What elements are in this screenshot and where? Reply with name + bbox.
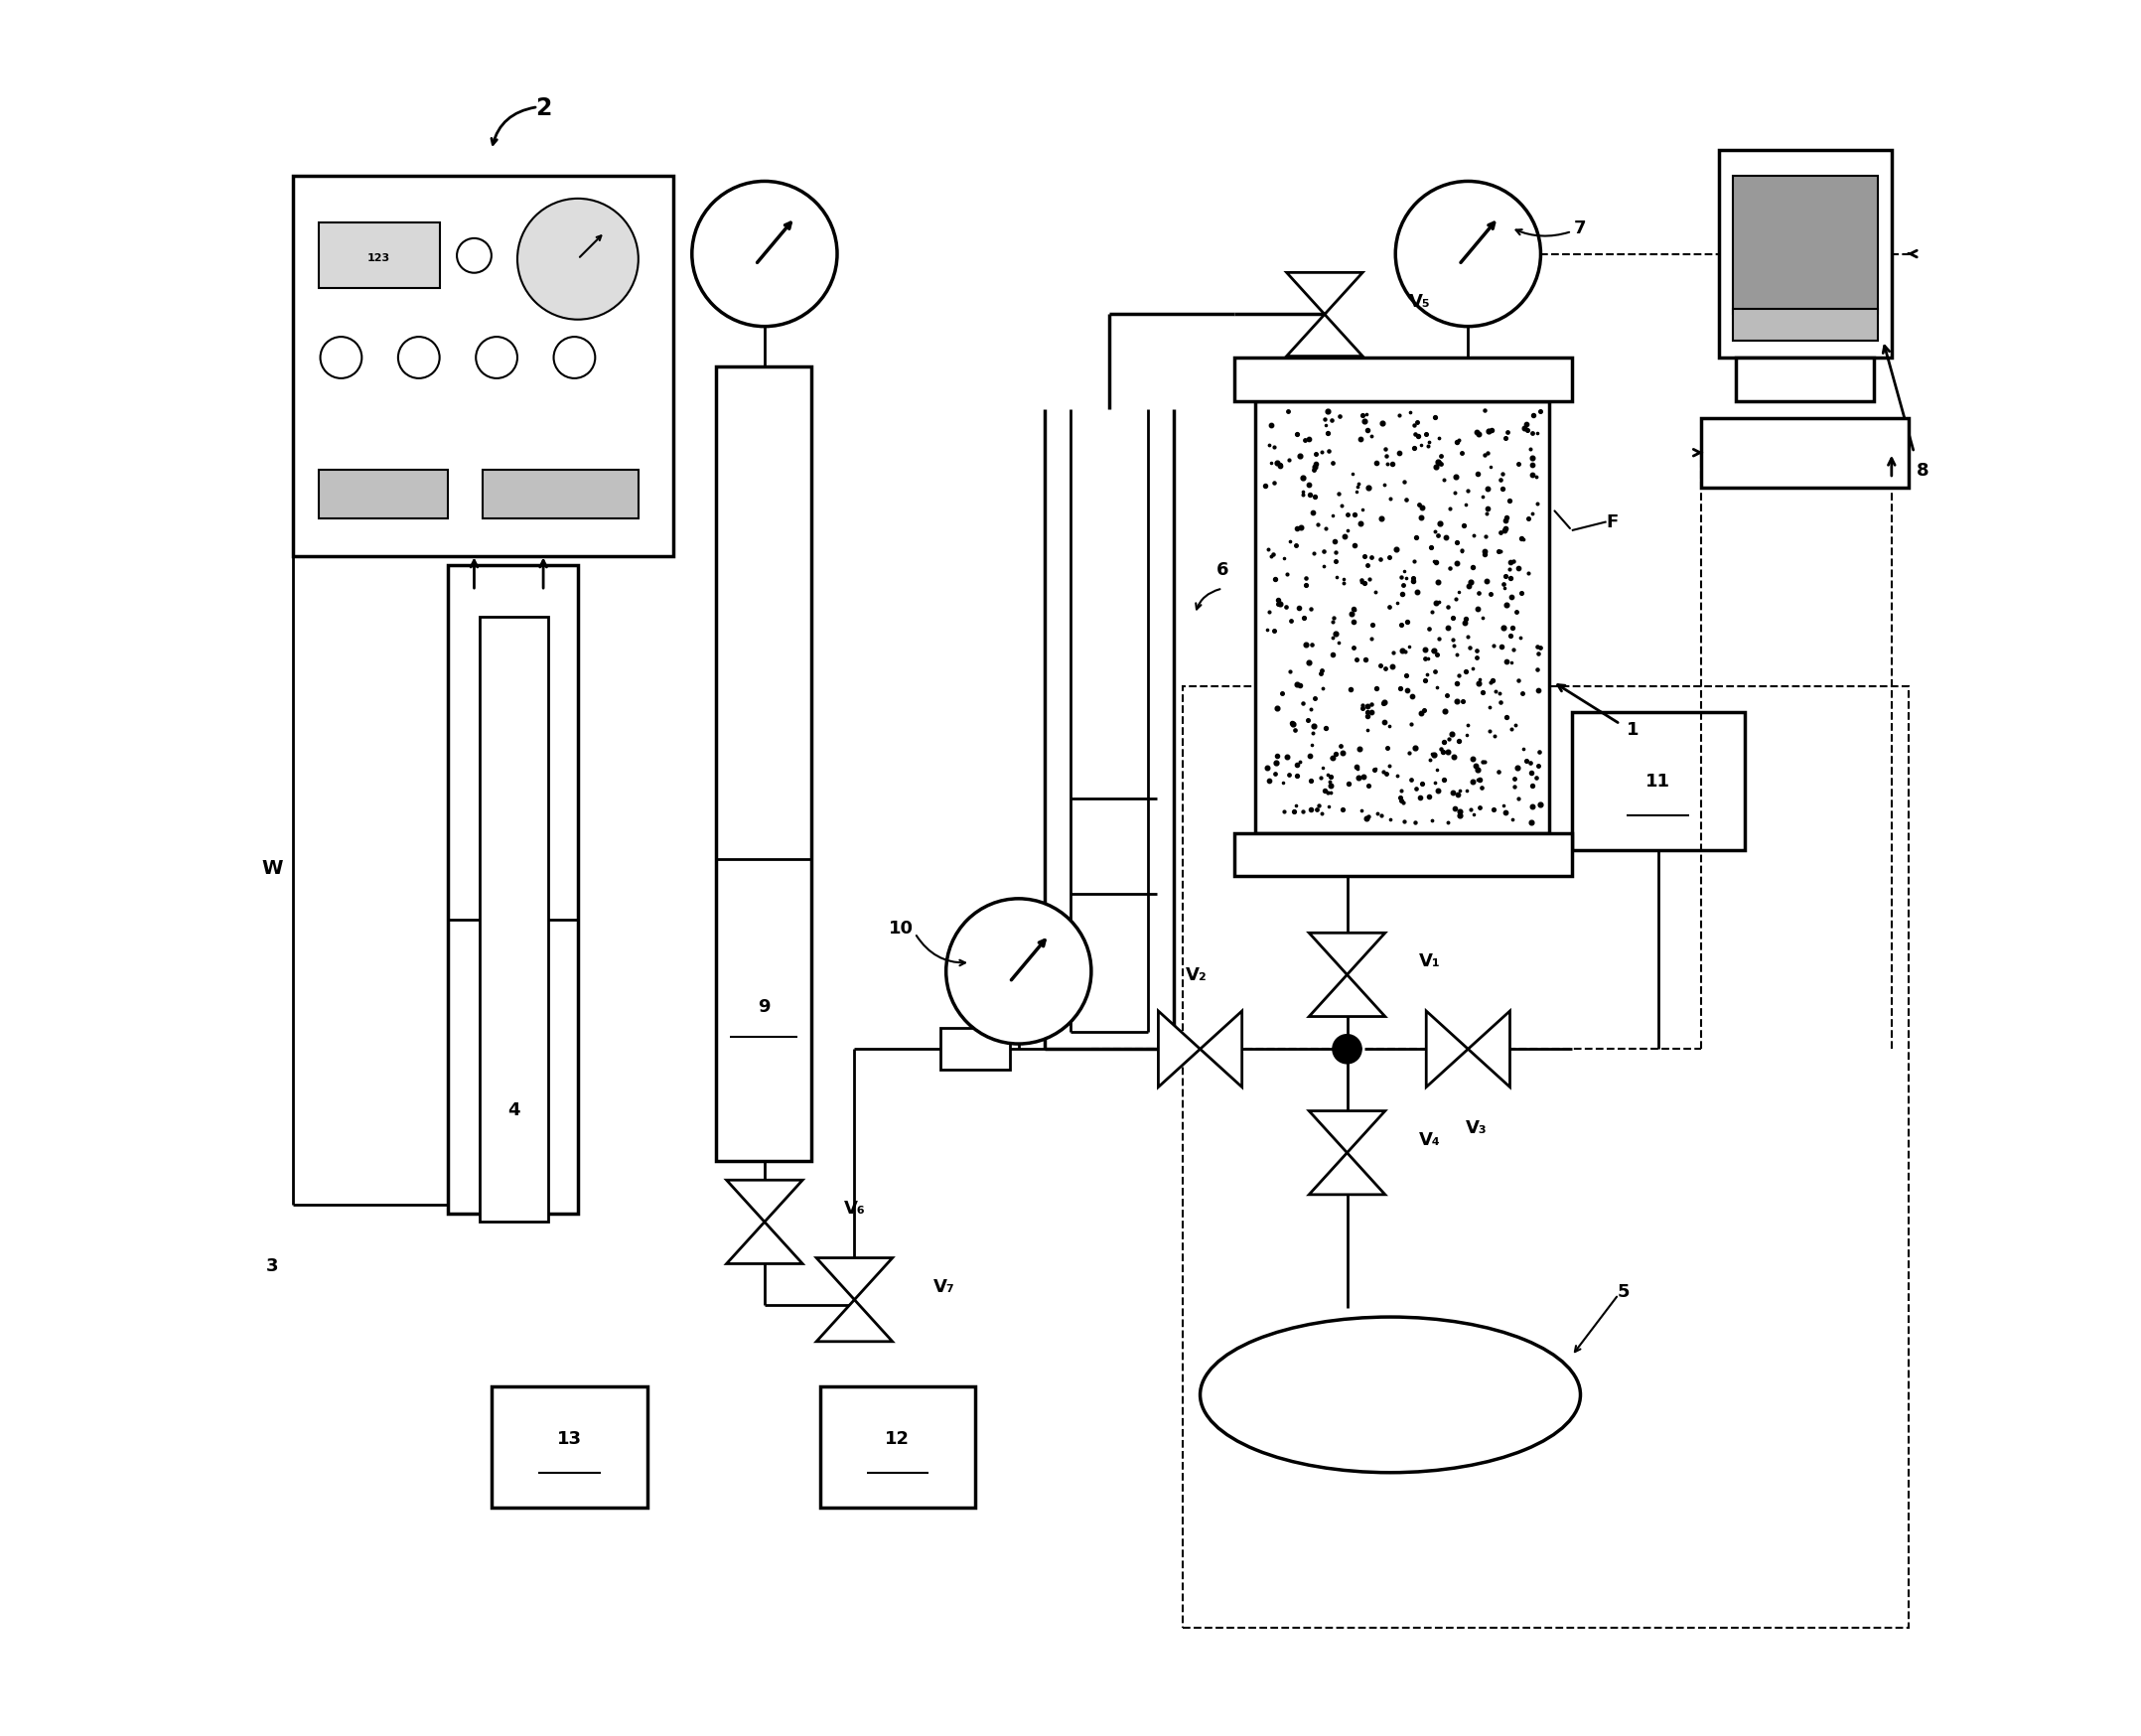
Polygon shape [1201,1012,1242,1087]
Circle shape [555,337,595,378]
Polygon shape [1158,1012,1201,1087]
Bar [1702,418,1910,488]
Bar [480,618,548,1222]
Bar [1182,687,1910,1628]
Bar [447,566,578,1213]
Bar [319,224,439,290]
Bar [1235,358,1571,401]
Polygon shape [1308,1111,1385,1153]
Text: 5: 5 [1616,1283,1629,1300]
Text: V₆: V₆ [844,1200,865,1217]
Text: 11: 11 [1646,773,1670,790]
Polygon shape [816,1259,893,1300]
Circle shape [692,182,837,326]
Bar [715,366,811,1161]
Text: 9: 9 [758,996,771,1016]
Circle shape [946,899,1092,1045]
Circle shape [1334,1036,1362,1062]
Circle shape [518,200,638,321]
Ellipse shape [1201,1318,1580,1472]
Bar [940,1029,1011,1069]
Bar [1736,358,1873,401]
Bar [293,177,672,557]
Text: 6: 6 [1216,561,1229,578]
Text: 2: 2 [535,95,552,120]
Text: 123: 123 [368,253,390,264]
Text: 13: 13 [557,1429,582,1448]
Bar [1719,151,1891,358]
Bar [1571,712,1745,851]
Bar [1255,401,1550,833]
Text: 1: 1 [1625,720,1638,740]
Polygon shape [1426,1012,1469,1087]
Text: 10: 10 [889,920,914,937]
Text: V₁: V₁ [1419,953,1441,970]
Bar [1732,177,1878,316]
Circle shape [321,337,362,378]
Bar [1732,311,1878,340]
Bar [820,1387,976,1507]
Polygon shape [726,1222,803,1264]
Circle shape [398,337,439,378]
Polygon shape [1287,273,1362,316]
Text: V₂: V₂ [1186,967,1208,984]
Polygon shape [1287,316,1362,358]
Text: F: F [1606,514,1619,531]
Bar [482,470,638,519]
Circle shape [475,337,518,378]
Text: 4: 4 [507,1101,520,1118]
Text: V₅: V₅ [1409,292,1430,311]
Polygon shape [726,1180,803,1222]
Text: 12: 12 [884,1429,910,1448]
Polygon shape [1308,976,1385,1017]
Polygon shape [1308,1153,1385,1194]
Text: 3: 3 [265,1257,278,1274]
Circle shape [456,240,492,274]
Bar [1235,833,1571,877]
Polygon shape [1308,934,1385,976]
Text: 8: 8 [1916,462,1929,479]
Bar [319,470,447,519]
Text: V₇: V₇ [933,1278,955,1295]
Text: 7: 7 [1574,220,1586,238]
Polygon shape [816,1300,893,1342]
Bar [492,1387,647,1507]
Circle shape [1396,182,1542,326]
Text: W: W [261,859,283,877]
Polygon shape [1469,1012,1509,1087]
Text: V₄: V₄ [1419,1130,1441,1147]
Text: V₃: V₃ [1467,1118,1488,1135]
